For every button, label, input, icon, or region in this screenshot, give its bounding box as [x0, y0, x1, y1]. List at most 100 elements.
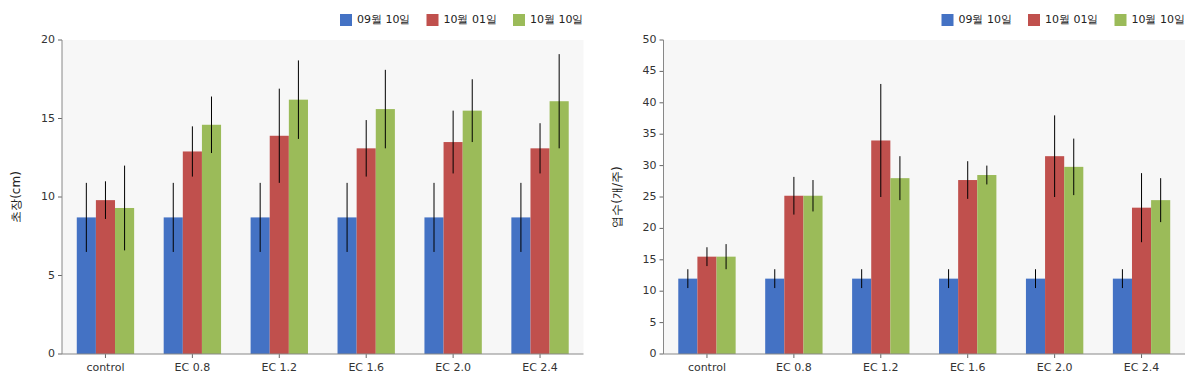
y-tick-label: 50 [643, 33, 657, 46]
x-tick [1054, 354, 1055, 358]
bar [890, 178, 909, 354]
x-tick-label: EC 2.0 [435, 361, 471, 374]
y-tick [58, 275, 62, 276]
legend-label: 09월 10일 [357, 13, 411, 26]
y-tick [660, 291, 664, 292]
legend-item: 10월 10일 [513, 13, 584, 26]
error-bar [298, 60, 299, 139]
y-tick-label: 45 [643, 64, 657, 77]
y-tick [660, 228, 664, 229]
error-bar [1122, 269, 1123, 288]
y-tick-label: 5 [48, 269, 55, 282]
x-tick-label: EC 2.4 [522, 361, 558, 374]
bar [1113, 279, 1132, 354]
x-tick-label: EC 1.6 [950, 361, 986, 374]
y-tick [660, 322, 664, 323]
legend-item: 10월 01일 [427, 13, 498, 26]
y-axis-line [62, 40, 63, 354]
x-tick-label: EC 1.2 [863, 361, 899, 374]
x-tick-label: EC 0.8 [175, 361, 211, 374]
x-axis-line [664, 354, 1186, 355]
bar [717, 257, 736, 354]
error-bar [559, 54, 560, 148]
error-bar [793, 177, 794, 215]
error-bar [1054, 115, 1055, 197]
bar [784, 196, 803, 354]
x-tick [453, 354, 454, 358]
error-bar [260, 183, 261, 252]
legend-swatch [513, 14, 525, 26]
error-bar [540, 123, 541, 173]
y-tick-label: 30 [643, 159, 657, 172]
error-bar [105, 181, 106, 219]
legend-item: 09월 10일 [942, 13, 1013, 26]
bar [977, 175, 996, 354]
error-bar [520, 183, 521, 252]
error-bar [366, 120, 367, 177]
error-bar [173, 183, 174, 252]
y-axis-label: 엽수(개/주) [610, 166, 624, 227]
y-tick-label: 15 [41, 112, 55, 125]
x-tick [540, 354, 541, 358]
x-tick [366, 354, 367, 358]
bar [357, 148, 376, 354]
figure: 05101520초장(cm)controlEC 0.8EC 1.2EC 1.6E… [0, 0, 1203, 388]
x-tick [279, 354, 280, 358]
bar [852, 279, 871, 354]
x-tick [105, 354, 106, 358]
y-axis-line [663, 40, 664, 354]
legend-label: 10월 01일 [1045, 13, 1099, 26]
error-bar [706, 247, 707, 266]
x-tick [967, 354, 968, 358]
error-bar [1141, 173, 1142, 242]
legend-swatch [427, 14, 439, 26]
y-tick [58, 354, 62, 355]
legend-item: 10월 01일 [1028, 13, 1099, 26]
y-tick-label: 10 [41, 190, 55, 203]
error-bar [880, 84, 881, 197]
error-bar [687, 269, 688, 288]
y-tick [660, 40, 664, 41]
y-tick-label: 10 [643, 284, 657, 297]
y-tick [58, 40, 62, 41]
error-bar [192, 126, 193, 176]
panel: 05101520253035404550엽수(개/주)controlEC 0.8… [610, 13, 1185, 374]
x-tick [793, 354, 794, 358]
legend-label: 10월 01일 [444, 13, 498, 26]
error-bar [1035, 269, 1036, 288]
y-tick-label: 35 [643, 127, 657, 140]
bar [444, 142, 463, 354]
bar [939, 279, 958, 354]
error-bar [1160, 178, 1161, 222]
error-bar [812, 180, 813, 211]
error-bar [948, 269, 949, 288]
bar [678, 279, 697, 354]
x-tick-label: control [86, 361, 124, 374]
plot-background [664, 40, 1186, 354]
error-bar [347, 183, 348, 252]
legend-swatch [1115, 14, 1127, 26]
y-tick [58, 118, 62, 119]
error-bar [726, 244, 727, 269]
legend-item: 09월 10일 [340, 13, 411, 26]
error-bar [434, 183, 435, 252]
error-bar [774, 269, 775, 288]
legend-label: 09월 10일 [959, 13, 1013, 26]
legend-label: 10월 10일 [1132, 13, 1186, 26]
error-bar [279, 89, 280, 183]
y-tick [660, 102, 664, 103]
error-bar [472, 79, 473, 142]
x-tick-label: control [688, 361, 726, 374]
y-tick [660, 197, 664, 198]
y-tick [58, 197, 62, 198]
error-bar [967, 161, 968, 199]
error-bar [899, 156, 900, 200]
x-tick [880, 354, 881, 358]
legend-label: 10월 10일 [530, 13, 584, 26]
error-bar [986, 166, 987, 185]
marks [77, 54, 569, 354]
legend-swatch [1028, 14, 1040, 26]
x-tick-label: EC 0.8 [776, 361, 812, 374]
error-bar [211, 97, 212, 154]
x-tick-label: EC 2.0 [1037, 361, 1073, 374]
